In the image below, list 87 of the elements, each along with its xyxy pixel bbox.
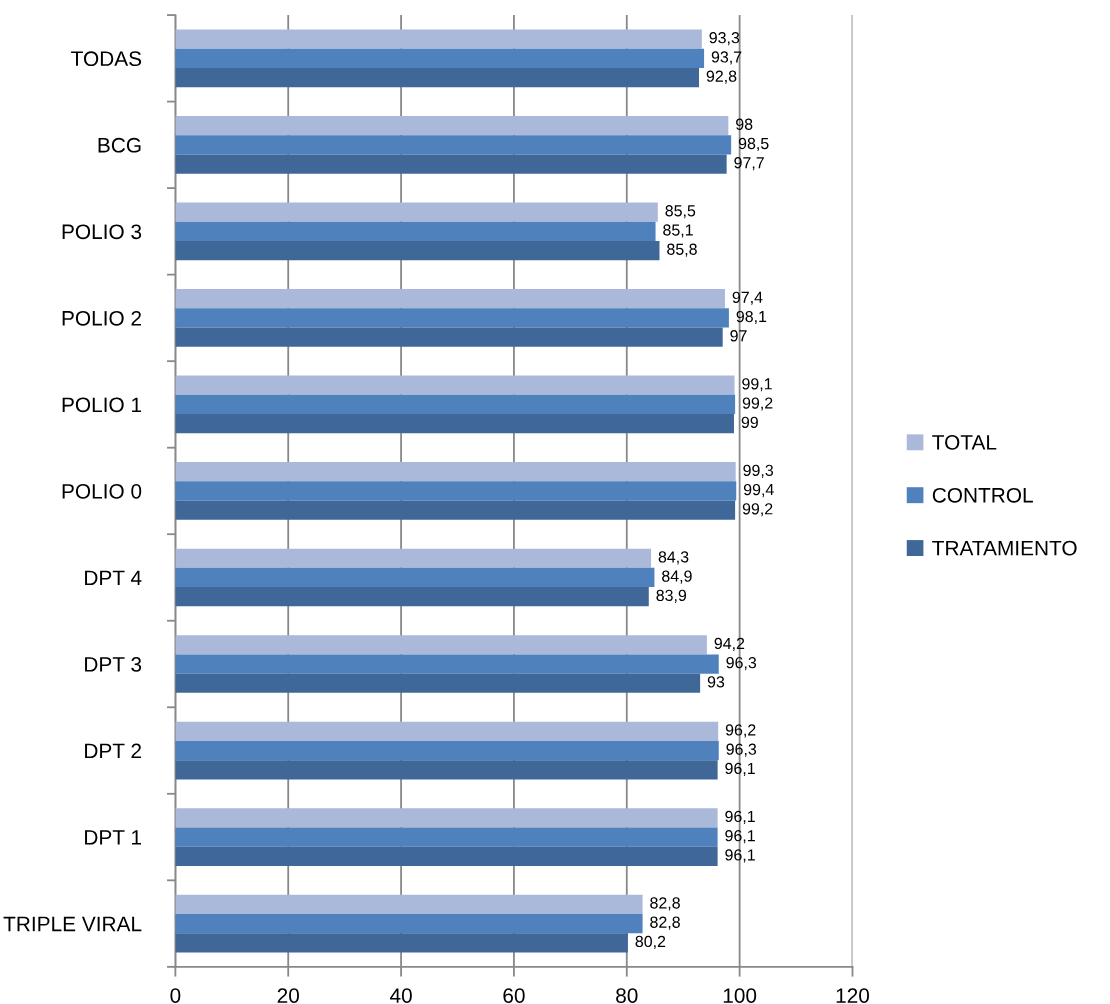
bar xyxy=(175,221,656,241)
data-label: 99,4 xyxy=(743,483,774,498)
y-tick-label: POLIO 0 xyxy=(62,483,142,499)
bar xyxy=(175,135,732,155)
bar xyxy=(175,414,734,434)
data-label: 83,9 xyxy=(656,589,687,603)
bar xyxy=(175,673,701,693)
data-label: 85,1 xyxy=(663,224,693,238)
data-label: 80,2 xyxy=(635,935,666,949)
bar xyxy=(175,500,736,520)
data-label: 96,2 xyxy=(725,724,756,738)
bar xyxy=(175,67,699,88)
y-tick-label: TRIPLE VIRAL xyxy=(3,916,142,932)
data-label: 96,3 xyxy=(726,656,757,671)
y-tick-label: TODAS xyxy=(71,51,142,67)
data-label: 82,8 xyxy=(650,916,680,930)
bar xyxy=(175,481,737,501)
bar xyxy=(175,548,652,568)
bar xyxy=(175,933,628,953)
bar xyxy=(175,635,707,655)
bar xyxy=(175,289,725,309)
data-label: 92,8 xyxy=(706,70,737,84)
bar xyxy=(175,913,643,934)
bar xyxy=(175,721,719,741)
bar xyxy=(175,827,718,847)
bar xyxy=(175,327,723,347)
data-label: 99 xyxy=(741,416,758,428)
y-tick-label: POLIO 3 xyxy=(62,224,142,240)
y-tick-label: POLIO 2 xyxy=(62,310,141,326)
data-label: 97,7 xyxy=(734,157,764,171)
bar xyxy=(175,760,718,780)
data-label: 99,2 xyxy=(742,503,773,517)
data-label: 84,9 xyxy=(662,570,692,584)
data-label: 98,5 xyxy=(738,137,769,152)
bar xyxy=(175,587,649,607)
bar xyxy=(175,48,705,68)
bar xyxy=(175,154,727,174)
data-label: 93 xyxy=(707,676,725,688)
data-label: 99,2 xyxy=(742,397,773,411)
data-label: 97 xyxy=(730,330,747,342)
data-label: 93,3 xyxy=(709,32,740,46)
x-tick-label: 100 xyxy=(723,988,757,1003)
bar xyxy=(175,375,735,395)
bar xyxy=(175,894,643,914)
legend-label: CONTROL xyxy=(932,487,1033,503)
data-label: 96,1 xyxy=(725,810,755,824)
y-tick-label: POLIO 1 xyxy=(62,397,142,413)
data-label: 96,3 xyxy=(726,743,757,757)
data-label: 98,1 xyxy=(736,310,767,325)
x-tick-label: 0 xyxy=(170,988,181,1003)
bar xyxy=(175,308,729,328)
x-tick-label: 120 xyxy=(836,988,870,1003)
bar xyxy=(175,394,736,415)
data-label: 96,1 xyxy=(725,849,755,863)
bar xyxy=(175,462,736,482)
x-tick-label: 80 xyxy=(616,988,638,1003)
data-label: 97,4 xyxy=(732,291,763,305)
data-label: 99,1 xyxy=(742,378,772,392)
y-tick-label: DPT 1 xyxy=(85,830,142,845)
bar xyxy=(175,29,702,49)
bar xyxy=(175,846,718,866)
data-label: 98 xyxy=(736,118,753,130)
bar xyxy=(175,241,660,261)
data-label: 85,5 xyxy=(665,205,696,219)
data-label: 96,1 xyxy=(725,830,755,844)
legend-label: TRATAMIENTO xyxy=(932,540,1077,556)
bar xyxy=(175,654,719,674)
bar xyxy=(175,567,655,588)
data-label: 96,1 xyxy=(725,762,755,776)
data-label: 99,3 xyxy=(743,464,774,478)
bar xyxy=(175,202,658,222)
x-tick-label: 60 xyxy=(503,988,525,1003)
bar xyxy=(175,808,718,828)
data-label: 84,3 xyxy=(658,551,689,565)
data-label: 85,8 xyxy=(667,243,697,257)
bar xyxy=(175,740,719,761)
data-label: 82,8 xyxy=(650,897,680,911)
legend-label: TOTAL xyxy=(932,435,997,450)
data-label: 94,2 xyxy=(714,637,745,651)
y-tick-label: DPT 2 xyxy=(85,743,141,759)
data-label: 93,7 xyxy=(711,51,742,65)
y-tick-label: DPT 4 xyxy=(85,570,142,586)
y-tick-label: BCG xyxy=(98,137,141,153)
x-tick-label: 40 xyxy=(389,988,412,1003)
bar xyxy=(175,115,729,136)
y-tick-label: DPT 3 xyxy=(85,657,142,672)
x-tick-label: 20 xyxy=(277,988,299,1003)
